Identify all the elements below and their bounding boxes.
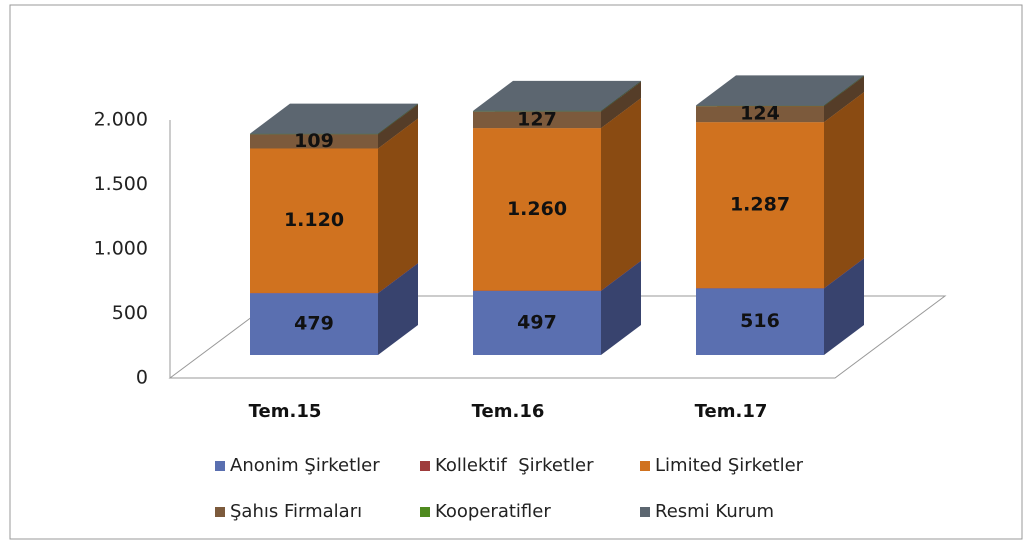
legend-label: Anonim Şirketler — [230, 455, 380, 476]
data-label: 479 — [294, 313, 334, 335]
legend-swatch — [420, 461, 430, 471]
legend-swatch — [640, 461, 650, 471]
legend-swatch — [420, 507, 430, 517]
x-tick-label: Tem.15 — [249, 401, 322, 422]
legend-swatch — [640, 507, 650, 517]
legend-swatch — [215, 461, 225, 471]
x-tick-label: Tem.16 — [472, 401, 545, 422]
y-tick-label: 1.000 — [94, 238, 148, 260]
data-label: 1.260 — [507, 198, 567, 220]
y-tick-label: 500 — [112, 302, 148, 324]
data-label: 109 — [294, 130, 334, 152]
y-tick-label: 2.000 — [94, 109, 148, 131]
legend-swatch — [215, 507, 225, 517]
bar-side — [601, 98, 641, 291]
bar-side — [824, 92, 864, 288]
data-label: 1.287 — [730, 194, 790, 216]
data-label: 127 — [517, 108, 557, 130]
bar-side — [378, 118, 418, 292]
legend-label: Kollektif Şirketler — [435, 455, 594, 476]
data-label: 1.120 — [284, 209, 344, 231]
legend-label: Kooperatifler — [435, 501, 551, 522]
data-label: 516 — [740, 310, 780, 332]
y-tick-label: 1.500 — [94, 173, 148, 195]
legend-label: Limited Şirketler — [655, 455, 804, 476]
data-label: 497 — [517, 311, 557, 333]
y-tick-label: 0 — [136, 367, 148, 389]
data-label: 124 — [740, 103, 780, 125]
legend-label: Şahıs Firmaları — [230, 501, 362, 522]
legend-label: Resmi Kurum — [655, 501, 774, 522]
x-tick-label: Tem.17 — [695, 401, 768, 422]
